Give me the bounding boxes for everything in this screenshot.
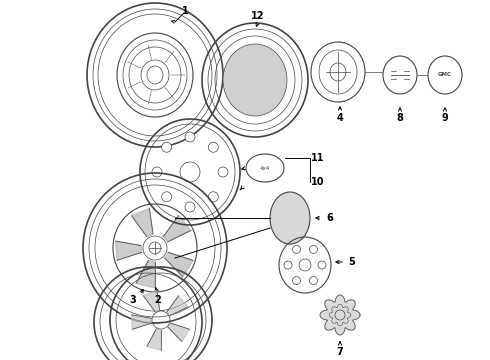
- Circle shape: [208, 142, 219, 152]
- Polygon shape: [167, 296, 188, 316]
- Polygon shape: [165, 252, 193, 277]
- Text: 2: 2: [155, 295, 161, 305]
- Circle shape: [185, 132, 195, 142]
- Text: 4x4: 4x4: [260, 166, 270, 171]
- Text: 7: 7: [337, 347, 343, 357]
- Polygon shape: [136, 260, 155, 288]
- Text: 3: 3: [130, 295, 136, 305]
- Text: 8: 8: [396, 113, 403, 123]
- Polygon shape: [131, 315, 151, 329]
- Polygon shape: [163, 216, 191, 242]
- Text: 5: 5: [348, 257, 355, 267]
- Circle shape: [218, 167, 228, 177]
- Text: 10: 10: [311, 177, 325, 187]
- Polygon shape: [131, 208, 153, 237]
- Text: 11: 11: [311, 153, 325, 163]
- Circle shape: [162, 142, 172, 152]
- Text: 6: 6: [327, 213, 333, 223]
- Polygon shape: [320, 295, 360, 335]
- Circle shape: [162, 192, 172, 202]
- Ellipse shape: [270, 192, 310, 244]
- Circle shape: [152, 167, 162, 177]
- Polygon shape: [116, 241, 142, 260]
- Text: GMC: GMC: [438, 72, 452, 77]
- Polygon shape: [168, 323, 190, 342]
- Circle shape: [208, 192, 219, 202]
- Text: 9: 9: [441, 113, 448, 123]
- Text: 1: 1: [182, 6, 188, 16]
- Polygon shape: [147, 329, 161, 350]
- Ellipse shape: [223, 44, 287, 116]
- Text: 4: 4: [337, 113, 343, 123]
- Polygon shape: [144, 290, 160, 312]
- Circle shape: [185, 202, 195, 212]
- Text: 12: 12: [251, 11, 265, 21]
